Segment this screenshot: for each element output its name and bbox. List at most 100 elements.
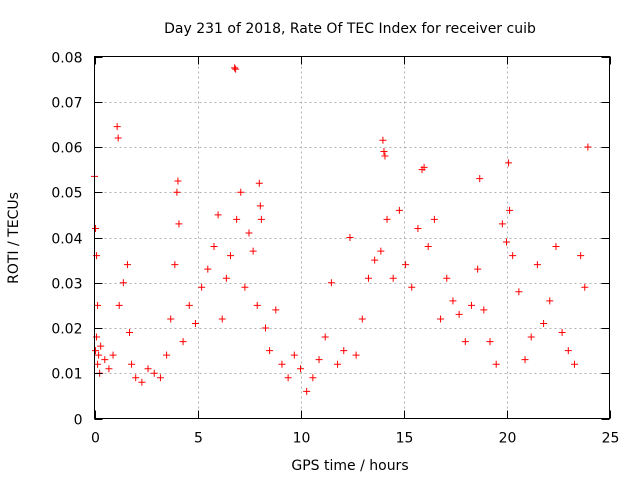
data-point: [558, 329, 566, 337]
data-point: [402, 261, 410, 269]
data-point: [389, 274, 397, 282]
data-point: [584, 143, 592, 151]
data-point: [123, 261, 131, 269]
data-point: [105, 365, 113, 373]
data-point: [191, 319, 199, 327]
data-point: [437, 315, 445, 323]
data-point: [521, 356, 529, 364]
data-point: [241, 283, 249, 291]
y-tick-label: 0.02: [51, 322, 82, 338]
data-point: [233, 215, 241, 223]
data-point: [515, 288, 523, 296]
data-point: [92, 224, 100, 232]
data-point: [284, 374, 292, 382]
data-point: [461, 338, 469, 346]
data-point: [492, 360, 500, 368]
data-point: [214, 211, 222, 219]
data-point: [581, 283, 589, 291]
data-point: [128, 360, 136, 368]
y-tick-label: 0.05: [51, 186, 82, 202]
data-point: [377, 247, 385, 255]
data-point: [546, 297, 554, 305]
y-tick-label: 0.04: [51, 232, 82, 248]
data-point: [414, 224, 422, 232]
data-point: [272, 306, 280, 314]
data-point: [527, 333, 535, 341]
data-point: [564, 347, 572, 355]
data-point: [226, 252, 234, 260]
data-point: [171, 261, 179, 269]
data-point: [156, 374, 164, 382]
data-point: [266, 347, 274, 355]
data-point: [132, 374, 140, 382]
data-point: [346, 234, 354, 241]
data-point: [232, 65, 240, 73]
y-tick-label: 0.01: [51, 367, 82, 383]
data-point: [119, 279, 127, 287]
data-point: [198, 283, 206, 291]
data-point: [92, 347, 100, 355]
data-point: [253, 301, 261, 309]
data-point: [533, 261, 541, 269]
data-point: [179, 338, 187, 346]
x-tick-label: 20: [499, 431, 517, 447]
tick-labels: 0 0.01 0.02 0.03 0.04 0.05 0.06 0.07 0.08 0 5 10 15 2…: [51, 51, 619, 447]
grid-lines: [94, 56, 610, 419]
data-point: [113, 123, 121, 131]
data-point: [352, 351, 360, 359]
data-point: [309, 374, 317, 382]
data-point: [358, 315, 366, 323]
data-point: [256, 202, 264, 210]
data-point: [424, 243, 432, 251]
data-point: [115, 301, 123, 309]
data-point: [505, 159, 513, 167]
data-point: [109, 351, 117, 359]
data-point: [334, 360, 342, 368]
data-point: [395, 206, 403, 214]
x-tick-label: 0: [91, 431, 100, 447]
data-point: [174, 177, 182, 185]
data-point: [101, 356, 109, 364]
data-point: [231, 64, 239, 72]
data-point: [210, 243, 218, 251]
data-point: [237, 188, 245, 196]
data-point: [379, 136, 387, 144]
data-point: [364, 274, 372, 282]
axis-ticks: [94, 56, 611, 420]
data-point: [167, 315, 175, 323]
data-point: [476, 175, 484, 183]
data-point: [577, 252, 585, 260]
data-point: [509, 252, 517, 260]
y-tick-label: 0.07: [51, 96, 82, 112]
data-point: [257, 215, 265, 223]
data-point: [97, 342, 105, 350]
y-tick-label: 0.03: [51, 277, 82, 293]
data-point: [303, 387, 311, 395]
data-point: [430, 215, 438, 223]
data-point: [204, 265, 212, 273]
y-tick-label: 0.08: [51, 51, 82, 67]
data-point: [486, 338, 494, 346]
data-point: [380, 148, 388, 156]
data-point: [163, 351, 171, 359]
data-point: [315, 356, 323, 364]
plot-frame: [94, 56, 610, 419]
data-point: [381, 152, 389, 160]
data-point: [474, 265, 482, 273]
data-point: [570, 360, 578, 368]
y-tick-label: 0.06: [51, 141, 82, 157]
data-point: [327, 279, 335, 287]
data-point: [467, 301, 475, 309]
data-point: [383, 215, 391, 223]
data-point: [455, 310, 463, 318]
data-point: [449, 297, 457, 305]
data-point: [540, 319, 548, 327]
data-point: [340, 347, 348, 355]
data-point: [503, 238, 510, 246]
data-point: [185, 301, 193, 309]
data-point: [498, 220, 506, 228]
data-point: [94, 360, 102, 368]
data-point: [175, 220, 183, 228]
